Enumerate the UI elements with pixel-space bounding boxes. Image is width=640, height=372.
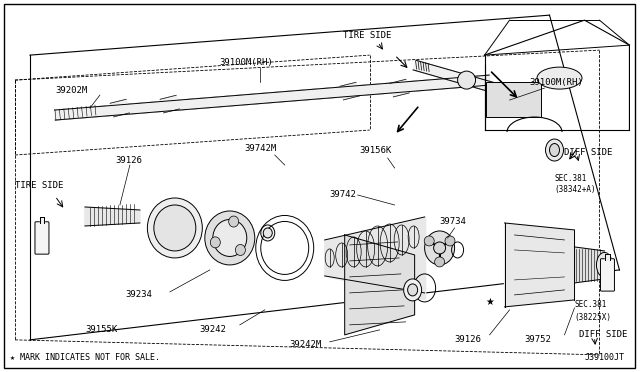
Polygon shape xyxy=(54,75,490,120)
Ellipse shape xyxy=(424,231,454,265)
Polygon shape xyxy=(324,217,426,300)
Polygon shape xyxy=(345,235,415,335)
Circle shape xyxy=(424,236,434,246)
Text: 39100M(RH): 39100M(RH) xyxy=(220,58,273,67)
Polygon shape xyxy=(575,247,604,283)
Ellipse shape xyxy=(408,284,418,296)
Text: 39156K: 39156K xyxy=(360,145,392,154)
Text: (38225X): (38225X) xyxy=(575,313,611,323)
Text: ★ MARK INDICATES NOT FOR SALE.: ★ MARK INDICATES NOT FOR SALE. xyxy=(10,353,160,362)
Ellipse shape xyxy=(154,205,196,251)
Text: ★: ★ xyxy=(485,297,494,307)
Ellipse shape xyxy=(263,228,272,238)
Ellipse shape xyxy=(236,244,245,256)
Ellipse shape xyxy=(596,253,612,278)
Text: 39155K: 39155K xyxy=(85,326,117,334)
Text: (38342+A): (38342+A) xyxy=(554,186,596,195)
Text: 39752: 39752 xyxy=(525,336,552,344)
Text: 39742M: 39742M xyxy=(244,144,277,153)
Text: 39126: 39126 xyxy=(115,155,142,164)
Circle shape xyxy=(435,257,445,267)
Ellipse shape xyxy=(228,216,239,227)
Text: 39734: 39734 xyxy=(440,218,467,227)
Ellipse shape xyxy=(537,67,582,89)
Polygon shape xyxy=(340,82,360,100)
Ellipse shape xyxy=(404,279,422,301)
Polygon shape xyxy=(85,207,140,226)
Text: TIRE SIDE: TIRE SIDE xyxy=(15,180,63,189)
Text: 39202M: 39202M xyxy=(55,86,87,94)
Polygon shape xyxy=(605,254,610,260)
Bar xyxy=(486,82,541,117)
Polygon shape xyxy=(110,99,129,117)
Polygon shape xyxy=(504,223,575,307)
Polygon shape xyxy=(390,79,410,97)
Ellipse shape xyxy=(458,71,476,89)
Circle shape xyxy=(445,236,455,246)
FancyBboxPatch shape xyxy=(600,259,614,291)
Ellipse shape xyxy=(211,237,220,248)
Ellipse shape xyxy=(550,144,559,157)
Text: DIFF SIDE: DIFF SIDE xyxy=(564,148,613,157)
Ellipse shape xyxy=(260,225,275,241)
Ellipse shape xyxy=(545,139,563,161)
Polygon shape xyxy=(40,217,44,223)
Text: SEC.381: SEC.381 xyxy=(554,173,587,183)
Polygon shape xyxy=(413,60,521,100)
Text: DIFF SIDE: DIFF SIDE xyxy=(579,330,628,339)
Circle shape xyxy=(434,242,445,254)
Text: 39234: 39234 xyxy=(125,291,152,299)
Ellipse shape xyxy=(147,198,202,258)
Text: 39742: 39742 xyxy=(330,190,356,199)
Text: 39126: 39126 xyxy=(454,336,481,344)
Text: 39242: 39242 xyxy=(200,326,227,334)
Text: J39100JT: J39100JT xyxy=(584,353,625,362)
Text: 39100M(RH): 39100M(RH) xyxy=(529,78,583,87)
Polygon shape xyxy=(160,95,180,113)
Text: SEC.381: SEC.381 xyxy=(575,301,607,310)
Ellipse shape xyxy=(205,211,255,265)
FancyBboxPatch shape xyxy=(35,222,49,254)
Text: 39242M: 39242M xyxy=(290,340,322,349)
Ellipse shape xyxy=(213,219,247,256)
Text: TIRE SIDE: TIRE SIDE xyxy=(344,31,392,40)
